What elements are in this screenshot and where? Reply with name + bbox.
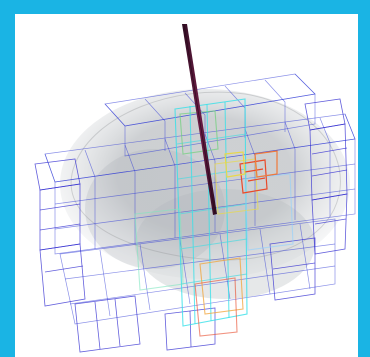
3d-viewport[interactable]: [15, 14, 358, 357]
wireframe-grid-front: [34, 98, 348, 353]
volume-render: [34, 23, 356, 353]
probe: [182, 23, 217, 215]
heat-region: [224, 150, 278, 194]
cyan-mesh-column: [134, 98, 294, 337]
